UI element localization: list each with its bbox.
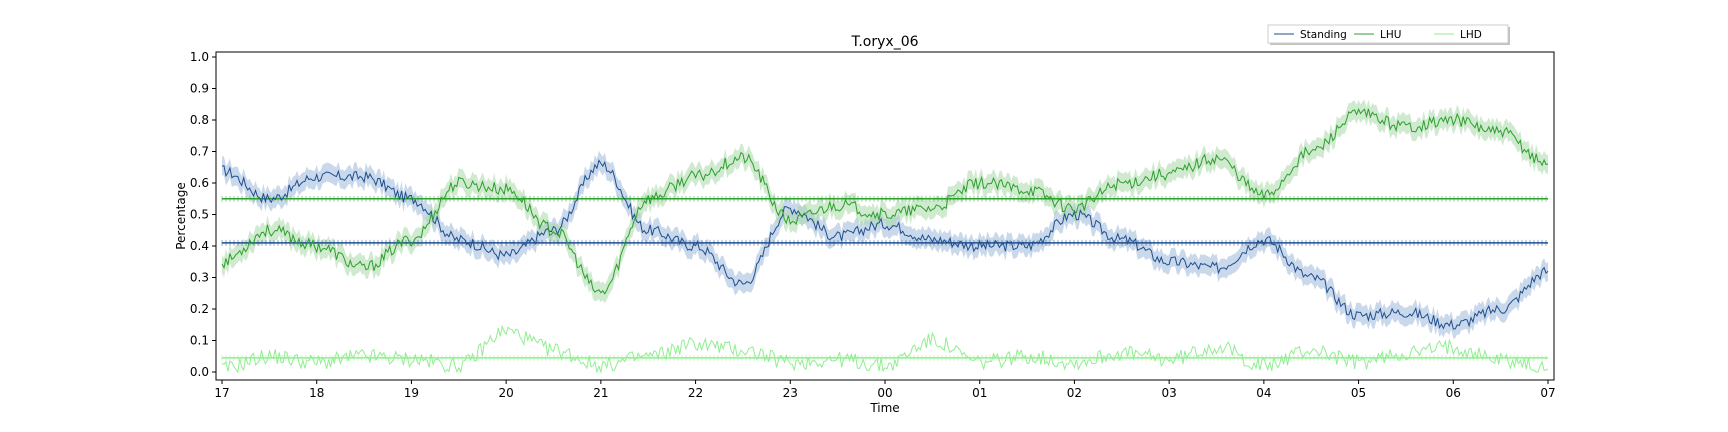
lhu-mean-markers — [221, 195, 1547, 202]
x-tick-label: 07 — [1540, 386, 1555, 400]
x-tick-label: 18 — [309, 386, 324, 400]
x-tick-label: 06 — [1446, 386, 1461, 400]
y-axis: 0.0 0.1 0.2 0.3 0.4 0.5 0.6 0.7 0.8 0.9 1.0 — [190, 50, 216, 379]
y-tick-label: 1.0 — [190, 50, 209, 64]
x-tick-label: 04 — [1256, 386, 1271, 400]
y-tick-label: 0.0 — [190, 365, 209, 379]
y-tick-label: 0.9 — [190, 82, 209, 96]
standing-mean-markers — [221, 239, 1547, 246]
x-tick-label: 03 — [1162, 386, 1177, 400]
x-tick-label: 00 — [877, 386, 892, 400]
x-tick-label: 05 — [1351, 386, 1366, 400]
x-axis-label: Time — [869, 401, 899, 415]
standing-line — [221, 159, 1549, 330]
lhu-line — [221, 107, 1549, 295]
legend-box — [1267, 24, 1509, 44]
x-tick-label: 21 — [593, 386, 608, 400]
x-tick-label: 23 — [783, 386, 798, 400]
y-tick-label: 0.2 — [190, 302, 209, 316]
legend-label-lhd: LHD — [1460, 29, 1482, 41]
chart-title: T.oryx_06 — [850, 34, 918, 50]
x-tick-label: 19 — [404, 386, 419, 400]
confidence-bands — [222, 99, 1548, 339]
legend-label-standing: Standing — [1300, 29, 1347, 41]
x-tick-label: 20 — [499, 386, 514, 400]
series-lines — [221, 107, 1549, 374]
x-tick-label: 22 — [688, 386, 703, 400]
y-axis-label: Percentage — [174, 182, 188, 250]
standing-confidence-band — [222, 150, 1548, 339]
y-tick-label: 0.3 — [190, 271, 209, 285]
lhd-line — [221, 324, 1549, 374]
legend-label-lhu: LHU — [1380, 29, 1401, 41]
x-tick-label: 17 — [214, 386, 229, 400]
y-tick-label: 0.7 — [190, 145, 209, 159]
y-tick-label: 0.1 — [190, 334, 209, 348]
x-axis: 17 18 19 20 21 22 23 00 01 02 03 04 05 06 07 — [214, 380, 1556, 400]
y-tick-label: 0.5 — [190, 208, 209, 222]
x-tick-label: 02 — [1067, 386, 1082, 400]
y-tick-label: 0.4 — [190, 239, 209, 253]
lhu-confidence-band — [222, 99, 1548, 304]
legend: Standing LHU LHD — [1267, 24, 1510, 45]
x-tick-label: 01 — [972, 386, 987, 400]
y-tick-label: 0.8 — [190, 113, 209, 127]
y-tick-label: 0.6 — [190, 176, 209, 190]
